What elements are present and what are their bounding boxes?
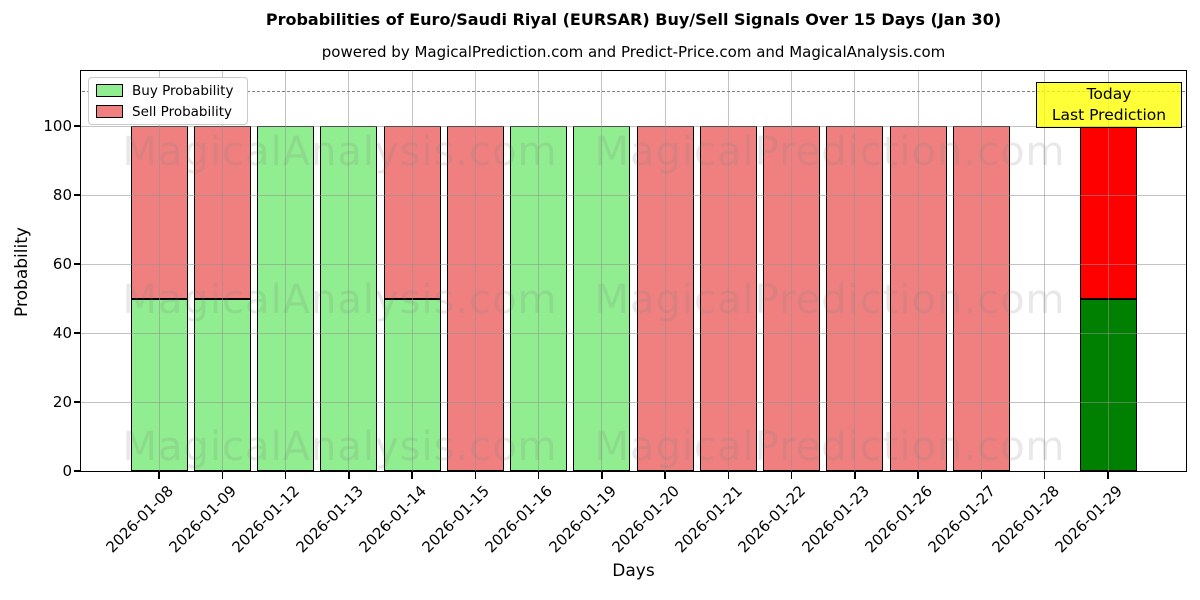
plot-area	[80, 70, 1187, 472]
x-tick-label: 2026-01-27	[924, 482, 1000, 557]
today-annotation-line2: Last Prediction	[1051, 106, 1167, 124]
x-tick-mark	[1043, 472, 1046, 479]
x-tick-mark	[537, 472, 540, 479]
gridline-vertical	[1044, 71, 1046, 471]
x-tick-label: 2026-01-12	[228, 482, 304, 557]
today-annotation-line1: Today	[1086, 85, 1132, 103]
x-tick-mark	[158, 472, 160, 479]
gridline-vertical	[791, 71, 793, 471]
x-tick-label: 2026-01-08	[102, 482, 177, 557]
gridline-vertical	[221, 71, 223, 471]
chart-title: Probabilities of Euro/Saudi Riyal (EURSA…	[265, 10, 1002, 29]
y-tick-mark	[74, 470, 81, 472]
y-tick-mark	[74, 401, 81, 403]
x-tick-mark	[854, 472, 856, 479]
gridline-vertical	[538, 71, 540, 471]
y-tick-label: 40	[52, 324, 72, 343]
gridline-vertical	[727, 71, 729, 471]
watermark-text: MagicalAnalysis.com	[122, 424, 558, 470]
x-tick-mark	[1107, 472, 1109, 479]
x-tick-mark	[790, 472, 793, 479]
gridline-vertical	[1107, 71, 1109, 471]
gridline-horizontal	[81, 263, 1186, 265]
y-tick-label: 100	[43, 117, 72, 136]
x-tick-mark	[664, 472, 666, 479]
x-tick-mark	[348, 472, 350, 479]
gridline-vertical	[474, 71, 476, 471]
x-tick-mark	[917, 472, 919, 479]
gridline-vertical	[601, 71, 603, 471]
buy-probability-swatch	[96, 84, 123, 97]
x-tick-label: 2026-01-21	[671, 482, 747, 557]
x-tick-label: 2026-01-09	[165, 482, 241, 557]
chart-subtitle: powered by MagicalPrediction.com and Pre…	[321, 43, 946, 61]
x-tick-mark	[284, 472, 287, 479]
y-tick-mark	[74, 194, 81, 196]
gridline-vertical	[854, 71, 856, 471]
x-tick-label: 2026-01-22	[735, 482, 810, 557]
x-tick-label: 2026-01-15	[418, 482, 494, 557]
y-tick-label: 0	[62, 462, 72, 480]
threshold-dashed-line	[82, 90, 1185, 92]
x-tick-label: 2026-01-14	[355, 482, 430, 557]
y-tick-mark	[74, 332, 81, 334]
gridline-horizontal	[81, 401, 1186, 403]
legend-item-buy: Buy Probability	[96, 83, 240, 99]
x-tick-label: 2026-01-29	[1051, 482, 1126, 557]
gridline-horizontal	[81, 125, 1186, 127]
x-axis-label: Days	[612, 561, 655, 581]
x-tick-mark	[727, 472, 730, 479]
legend-item-sell: Sell Probability	[96, 104, 240, 120]
gridline-horizontal	[81, 332, 1186, 334]
legend-label-buy: Buy Probability	[132, 82, 234, 99]
watermark-text: MagicalAnalysis.com	[122, 277, 558, 323]
gridline-vertical	[917, 71, 919, 471]
legend-label-sell: Sell Probability	[132, 103, 233, 120]
gridline-vertical	[285, 71, 287, 471]
sell-probability-swatch	[96, 105, 123, 118]
gridline-vertical	[348, 71, 350, 471]
today-annotation: Today Last Prediction	[1036, 82, 1182, 128]
gridline-vertical	[158, 71, 160, 471]
x-tick-label: 2026-01-20	[608, 482, 683, 557]
x-tick-mark	[980, 472, 983, 479]
gridline-horizontal	[81, 194, 1186, 196]
x-tick-mark	[411, 472, 413, 479]
y-tick-label: 80	[52, 186, 72, 205]
watermark-text: MagicalPrediction.com	[594, 129, 1066, 175]
watermark-text: MagicalPrediction.com	[594, 277, 1066, 323]
y-tick-mark	[74, 125, 81, 127]
gridline-vertical	[980, 71, 982, 471]
watermark-text: MagicalAnalysis.com	[122, 129, 558, 175]
legend: Buy Probability Sell Probability	[88, 77, 248, 125]
x-tick-label: 2026-01-13	[292, 482, 367, 557]
x-tick-label: 2026-01-23	[798, 482, 873, 557]
y-tick-label: 60	[52, 255, 72, 274]
y-axis-label: Probability	[12, 227, 32, 317]
gridline-vertical	[411, 71, 413, 471]
y-tick-label: 20	[52, 393, 72, 412]
watermark-text: MagicalPrediction.com	[594, 424, 1066, 470]
x-tick-mark	[601, 472, 603, 479]
x-tick-mark	[474, 472, 477, 479]
gridline-vertical	[664, 71, 666, 471]
x-tick-label: 2026-01-16	[481, 482, 557, 557]
y-tick-mark	[74, 263, 81, 265]
x-tick-label: 2026-01-28	[988, 482, 1063, 557]
x-tick-label: 2026-01-19	[545, 482, 620, 557]
x-tick-mark	[221, 472, 224, 479]
x-tick-label: 2026-01-26	[861, 482, 936, 557]
